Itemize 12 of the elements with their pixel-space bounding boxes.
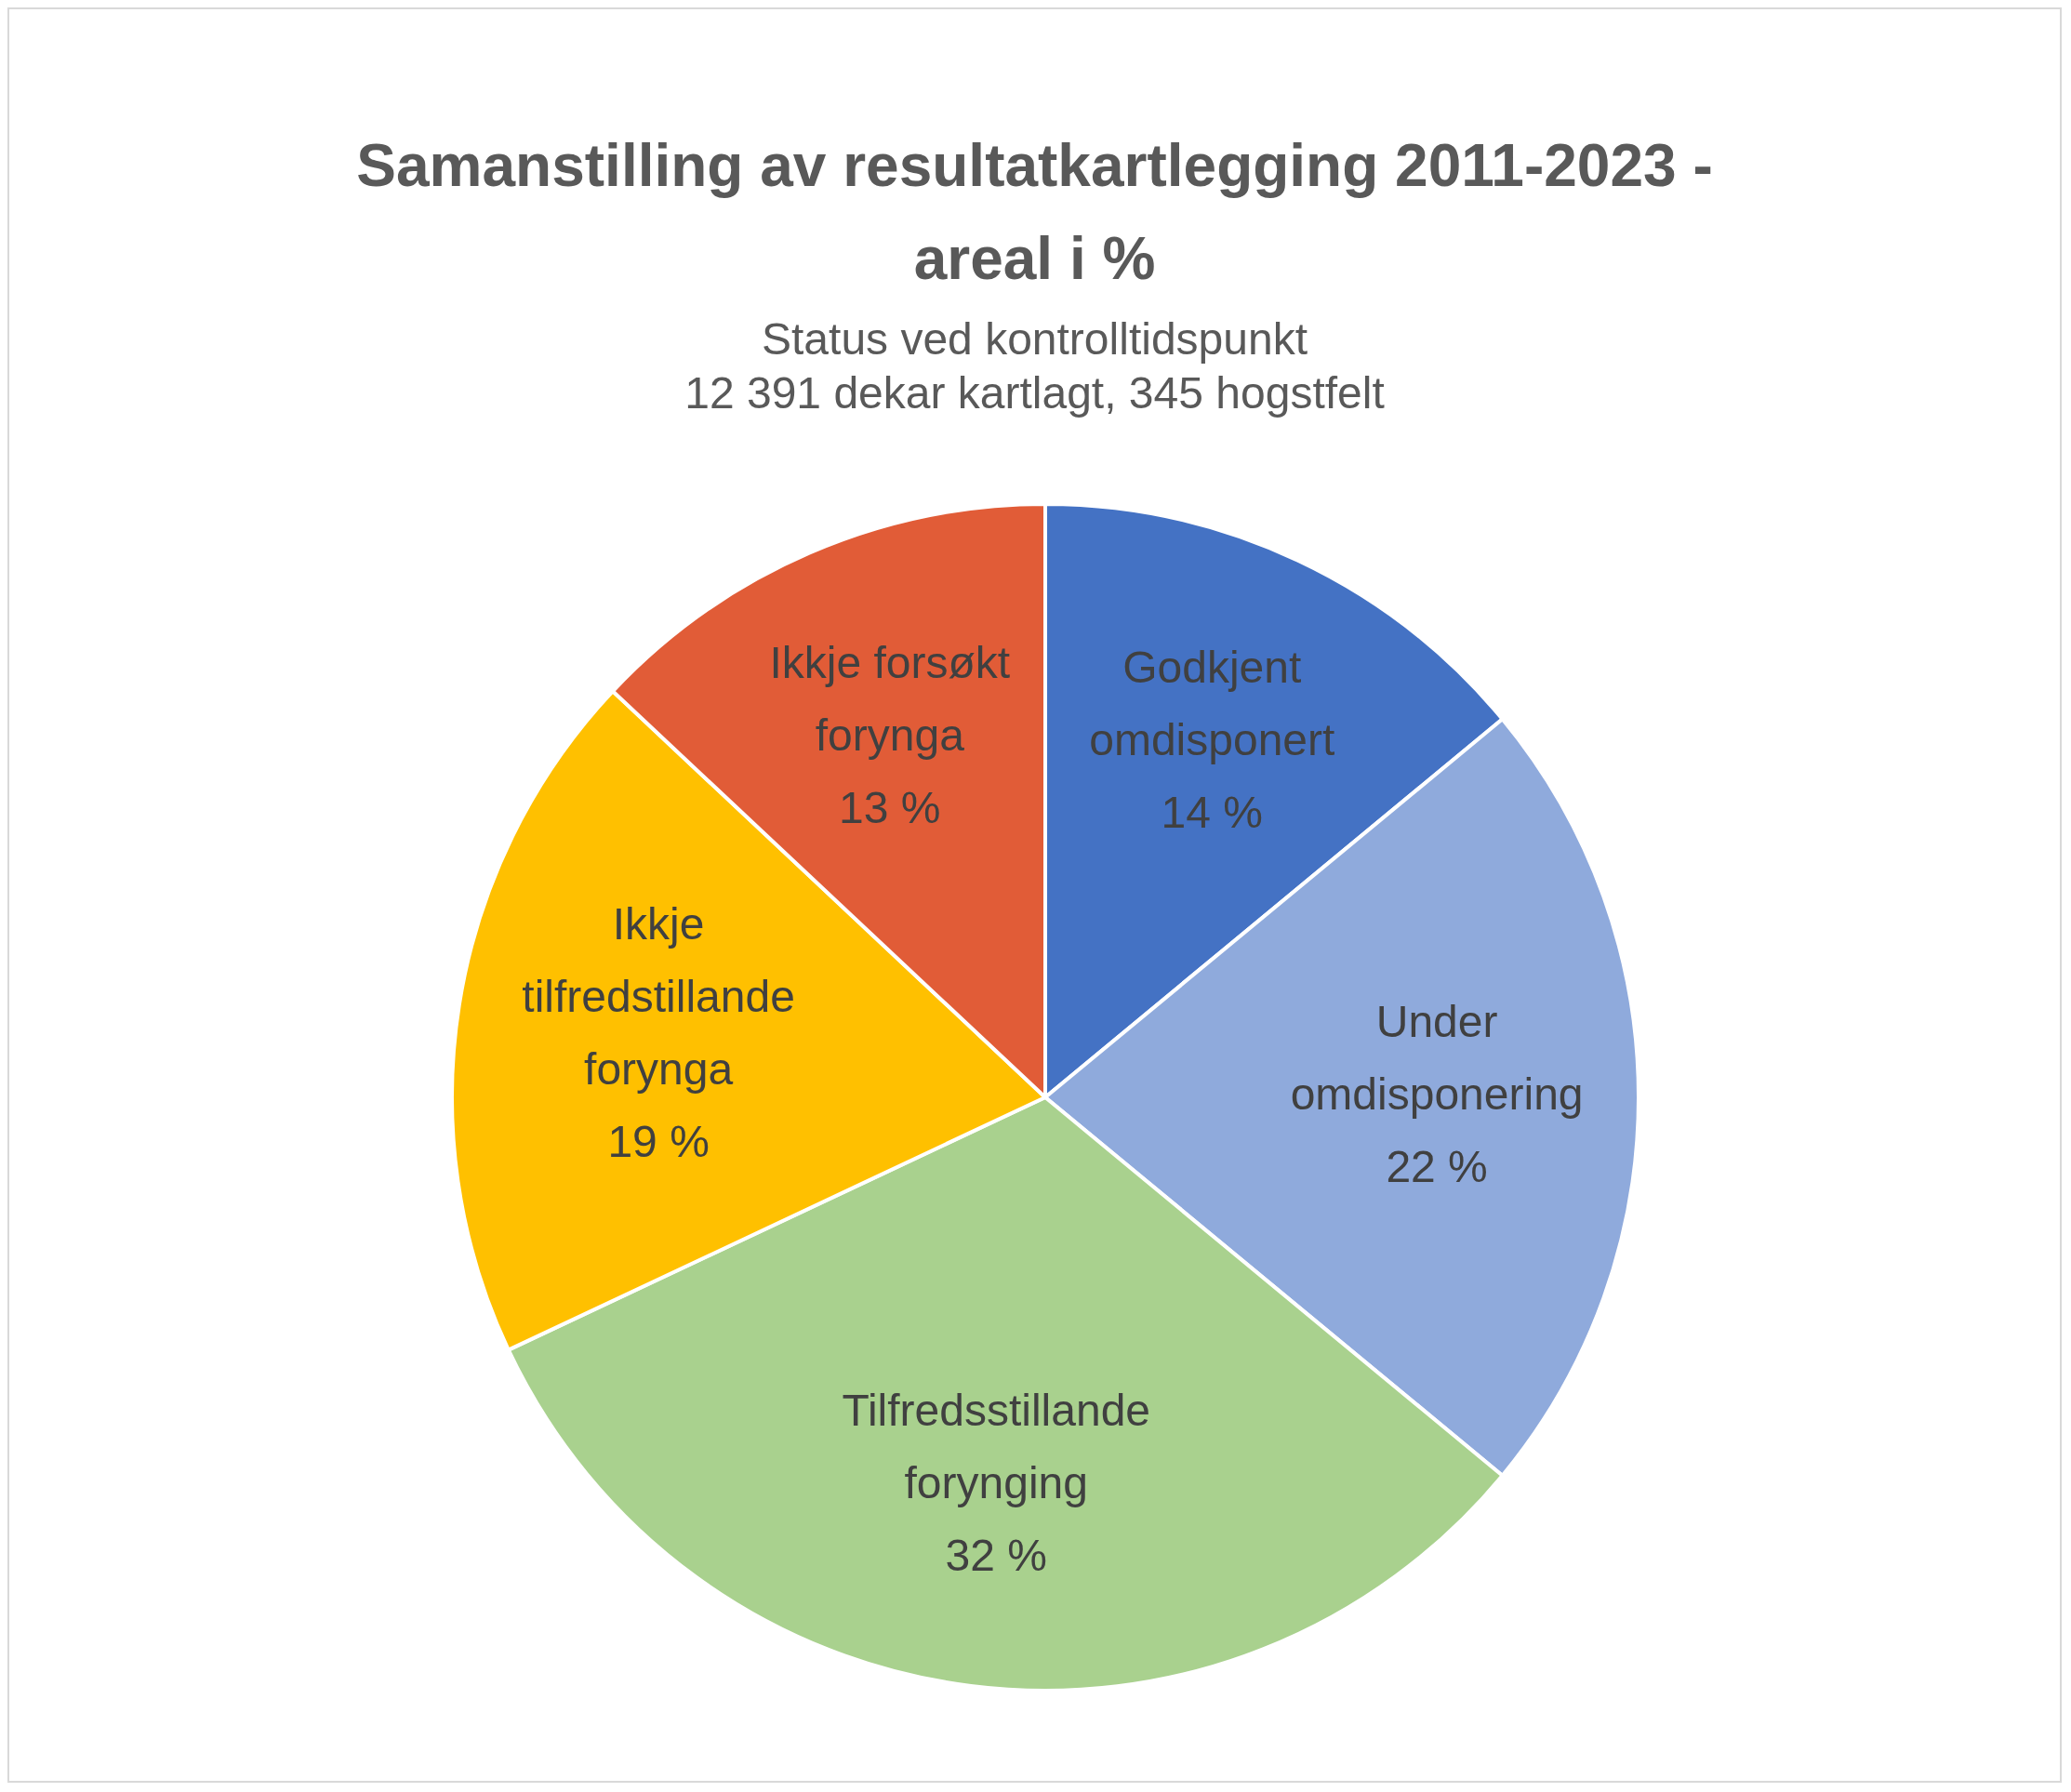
slice-label: Godkjent omdisponert <box>1089 643 1335 765</box>
data-label: 19 % <box>607 1117 710 1167</box>
slice-label: Under omdisponering <box>1290 997 1584 1120</box>
chart-title: Samanstilling av resultatkartlegging 2011-2023 - areal i % <box>355 131 1714 294</box>
data-label: 13 % <box>839 782 941 832</box>
slice-label: Ikkje tilfredstillande forynga <box>522 899 795 1095</box>
slice-label: Ikkje forsøkt forynga <box>769 637 1011 760</box>
data-label: 14 % <box>1161 788 1263 838</box>
data-label: 32 % <box>945 1530 1047 1580</box>
chart-subtitle: Status ved kontrolltidspunkt 12 391 dekar kartlagt, 345 hogstfelt <box>684 313 1386 419</box>
data-label: 22 % <box>1386 1142 1488 1192</box>
slice-label: Tilfredsstillande forynging <box>842 1385 1151 1507</box>
